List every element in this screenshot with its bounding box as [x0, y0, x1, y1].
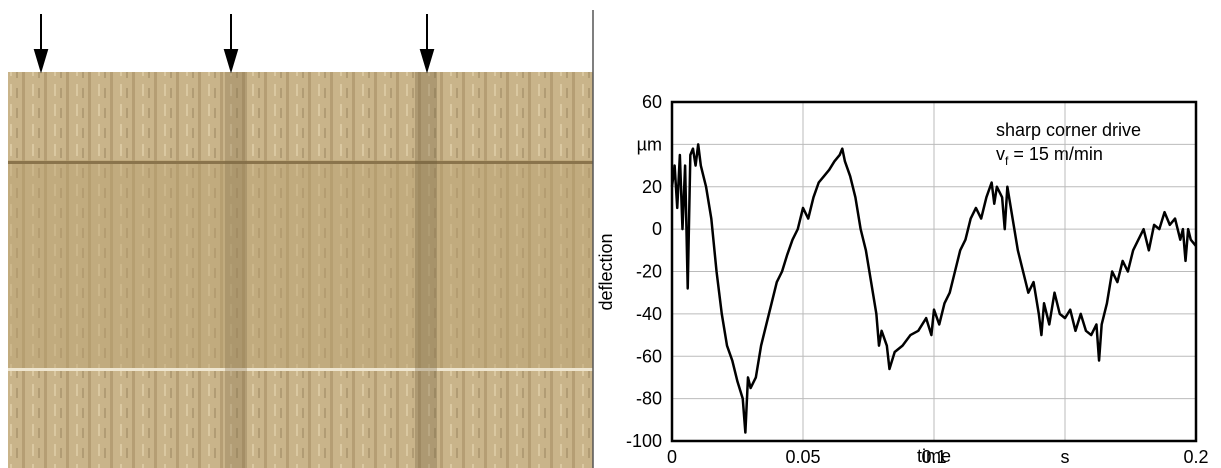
y-axis-label: deflection [596, 233, 616, 310]
y-tick-label: -100 [626, 431, 662, 451]
y-tick-label: 60 [642, 92, 662, 112]
photo [8, 10, 594, 468]
x-tick-label: s [1061, 447, 1070, 467]
y-tick-label: -60 [636, 346, 662, 366]
plot-frame [670, 100, 1198, 443]
x-tick-label: 0.1 [921, 447, 946, 467]
y-tick-label: -40 [636, 304, 662, 324]
y-tick-label: 0 [652, 219, 662, 239]
y-tick-label: -20 [636, 262, 662, 282]
annotation: vf = 15 m/min [996, 144, 1103, 168]
annotation: sharp corner drive [996, 120, 1141, 140]
x-axis-label: time [917, 446, 951, 466]
x-tick-label: 0.2 [1183, 447, 1208, 467]
x-tick-label: 0.05 [785, 447, 820, 467]
y-tick-label: 20 [642, 177, 662, 197]
x-tick-label: 0 [667, 447, 677, 467]
data-line [670, 143, 1197, 434]
y-tick-label: µm [637, 134, 662, 154]
y-tick-label: -80 [636, 389, 662, 409]
